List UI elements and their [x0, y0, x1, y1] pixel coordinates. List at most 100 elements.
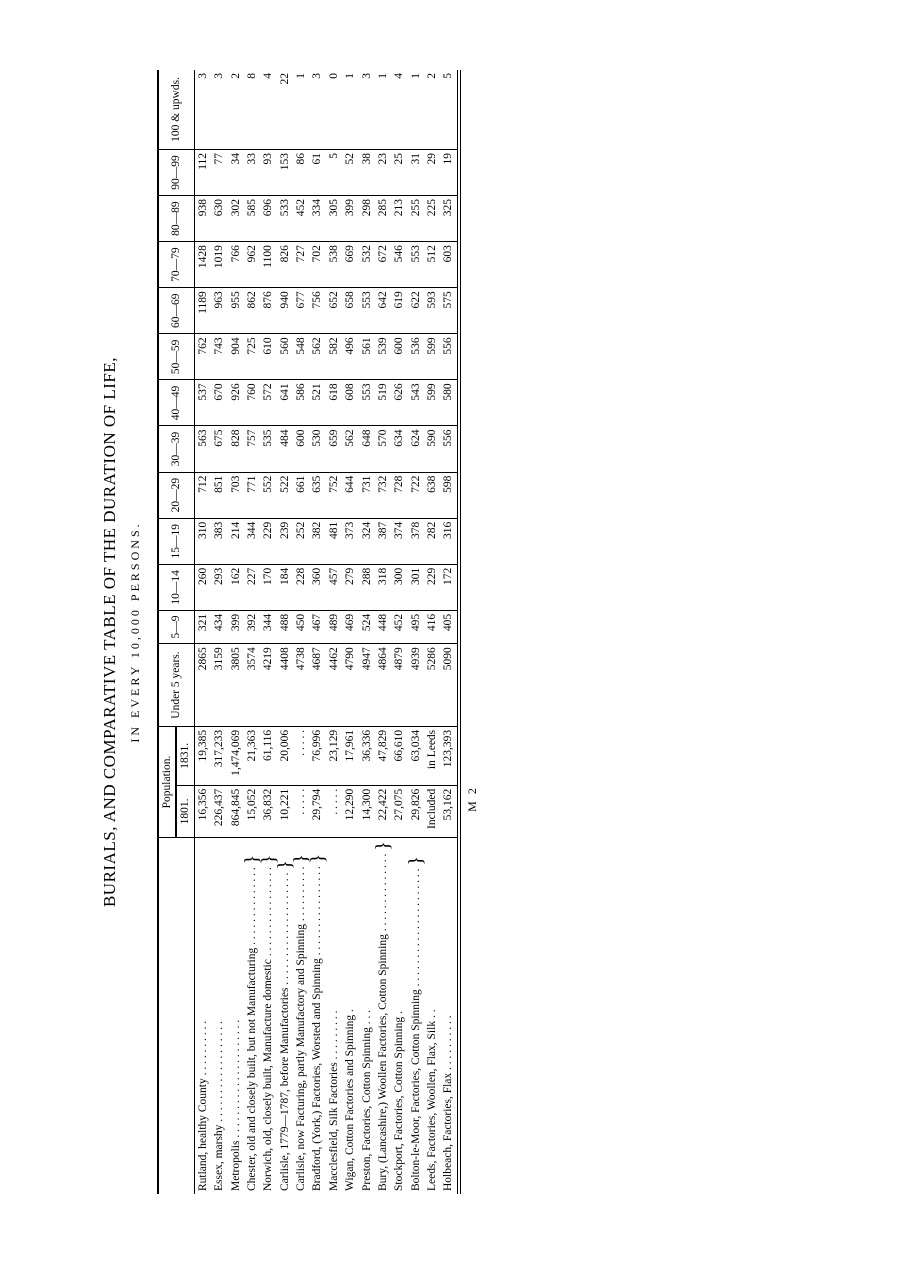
age-cell: 703 [228, 472, 244, 518]
age-cell: 572 [260, 380, 276, 426]
age-cell: 731 [359, 472, 375, 518]
under5-cell: 4790 [342, 644, 358, 727]
pop1801-cell: Included [424, 785, 440, 837]
age-cell: 2 [424, 70, 440, 149]
age-cell: 677 [293, 288, 309, 334]
age-cell: 382 [309, 518, 325, 564]
age-cell: 316 [440, 518, 458, 564]
age-cell: 214 [228, 518, 244, 564]
age-cell: 598 [440, 472, 458, 518]
age-cell: 1428 [194, 242, 211, 288]
pop1801-cell: 12,290 [342, 785, 358, 837]
under5-cell: 4879 [391, 644, 407, 727]
age-cell: 570 [375, 426, 391, 472]
age-cell: 298 [359, 196, 375, 242]
age-cell: 722 [408, 472, 424, 518]
age-cell: 31 [408, 149, 424, 195]
age-cell: 546 [391, 242, 407, 288]
age-cell: 302 [228, 196, 244, 242]
age-cell: 538 [326, 242, 342, 288]
age-cell: 560 [277, 334, 293, 380]
under5-cell: 3159 [211, 644, 227, 727]
age-cell: 622 [408, 288, 424, 334]
pop1831-cell: 123,393 [440, 726, 458, 785]
place-cell: Wigan, Cotton Factories and Spinning . [342, 838, 358, 1194]
age-cell: 553 [359, 288, 375, 334]
age-cell: 851 [211, 472, 227, 518]
age-cell: 489 [326, 610, 342, 643]
pop1801-cell: 27,075 [391, 785, 407, 837]
age-cell: 452 [391, 610, 407, 643]
age-cell: 172 [440, 564, 458, 610]
age-cell: 1 [342, 70, 358, 149]
age-cell: 659 [326, 426, 342, 472]
age-cell: 448 [375, 610, 391, 643]
age-cell: 252 [293, 518, 309, 564]
age-cell: 61 [309, 149, 325, 195]
age-cell: 675 [211, 426, 227, 472]
age-cell: 585 [244, 196, 260, 242]
age-cell: 3 [194, 70, 211, 149]
pop1801-cell: 29,794 [309, 785, 325, 837]
pop1831-cell: 47,829 [375, 726, 391, 785]
age-cell: 522 [277, 472, 293, 518]
age-cell: 732 [375, 472, 391, 518]
age-cell: 760 [244, 380, 260, 426]
age-cell: 378 [408, 518, 424, 564]
age-cell: 1 [293, 70, 309, 149]
age-cell: 635 [309, 472, 325, 518]
pop1831-cell: in Leeds [424, 726, 440, 785]
age-cell: 553 [359, 380, 375, 426]
age-cell: 669 [342, 242, 358, 288]
age-cell: 1019 [211, 242, 227, 288]
age-cell: 727 [293, 242, 309, 288]
age-cell: 530 [309, 426, 325, 472]
pop1801-cell: 29,826 [408, 785, 424, 837]
age-cell: 938 [194, 196, 211, 242]
age-cell: 392 [244, 610, 260, 643]
age-cell: 170 [260, 564, 276, 610]
pop1801-cell: 36,832 [260, 785, 276, 837]
age-cell: 771 [244, 472, 260, 518]
age-cell: 561 [359, 334, 375, 380]
age-cell: 344 [244, 518, 260, 564]
col-population-group: Population. [158, 726, 176, 837]
brace-icon: } [246, 855, 258, 865]
age-cell: 324 [359, 518, 375, 564]
place-cell: Norwich, old, closely built, Manufacture… [260, 838, 276, 1194]
pop1801-cell: 864,845 [228, 785, 244, 837]
age-cell: 239 [277, 518, 293, 564]
age-cell: 862 [244, 288, 260, 334]
pop1801-cell: 226,437 [211, 785, 227, 837]
age-cell: 828 [228, 426, 244, 472]
age-cell: 29 [424, 149, 440, 195]
age-cell: 321 [194, 610, 211, 643]
age-cell: 586 [293, 380, 309, 426]
pop1831-cell: 63,034 [408, 726, 424, 785]
under5-cell: 4947 [359, 644, 375, 727]
signature-mark: M 2 [465, 70, 480, 812]
age-cell: 512 [424, 242, 440, 288]
age-cell: 469 [342, 610, 358, 643]
age-cell: 93 [260, 149, 276, 195]
age-cell: 1 [408, 70, 424, 149]
age-cell: 533 [277, 196, 293, 242]
age-cell: 626 [391, 380, 407, 426]
age-cell: 652 [326, 288, 342, 334]
age-cell: 229 [424, 564, 440, 610]
age-cell: 225 [424, 196, 440, 242]
pop1831-cell: . . . . . [293, 726, 309, 785]
age-cell: 648 [359, 426, 375, 472]
age-cell: 962 [244, 242, 260, 288]
age-cell: 162 [228, 564, 244, 610]
age-cell: 658 [342, 288, 358, 334]
place-cell: Bolton-le-Moor, Factories, Cotton Spinni… [408, 838, 424, 1194]
age-cell: 360 [309, 564, 325, 610]
age-cell: 519 [375, 380, 391, 426]
age-cell: 940 [277, 288, 293, 334]
pop1831-cell: 23,129 [326, 726, 342, 785]
pop1831-cell: 19,385 [194, 726, 211, 785]
pop1801-cell: 16,356 [194, 785, 211, 837]
page-title: BURIALS, AND COMPARATIVE TABLE OF THE DU… [100, 70, 120, 1194]
place-cell: Rutland, healthy County . . . . . . . . … [194, 838, 211, 1194]
